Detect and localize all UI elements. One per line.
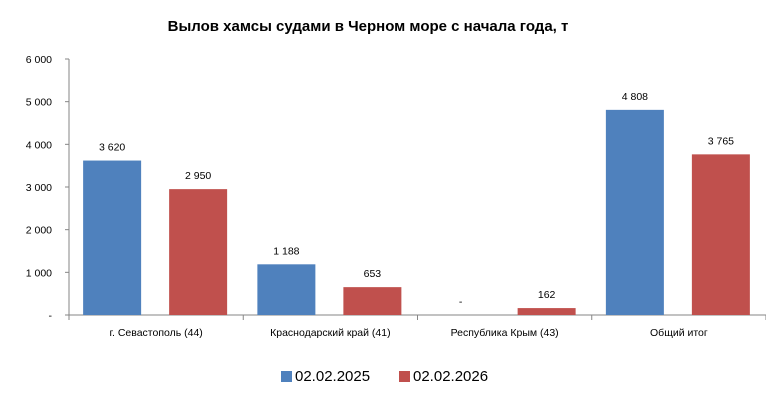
axes: - 1 000 2 000 3 000 4 000 5 000 6 000 г. Севаст… (26, 54, 766, 339)
y-tick-label: 4 000 (26, 139, 52, 151)
data-label: 653 (364, 268, 382, 280)
y-tick-label: 6 000 (26, 54, 52, 66)
data-label: 2 950 (185, 170, 211, 182)
bar (605, 109, 664, 315)
legend-label: 02.02.2026 (413, 368, 488, 385)
bars (83, 109, 750, 315)
bar (169, 189, 228, 315)
data-label: 162 (538, 289, 556, 301)
data-labels: 3 620 2 950 1 188 653 - 162 4 808 3 765 (99, 91, 734, 308)
data-label: 3 620 (99, 142, 125, 154)
legend-swatch (281, 371, 292, 382)
data-label: 4 808 (622, 91, 648, 103)
bar (343, 287, 402, 315)
x-category-label: г. Севастополь (44) (109, 327, 202, 339)
legend: 02.02.2025 02.02.2026 (281, 368, 488, 385)
data-label: 3 765 (708, 135, 734, 147)
y-tick-label: 2 000 (26, 225, 52, 237)
y-tick-label: - (49, 310, 53, 322)
legend-swatch (399, 371, 410, 382)
bar (83, 160, 142, 315)
legend-label: 02.02.2025 (295, 368, 370, 385)
y-tick-label: 3 000 (26, 182, 52, 194)
chart-title: Вылов хамсы судами в Черном море с начал… (168, 18, 569, 35)
bar (691, 154, 750, 315)
bar (257, 264, 316, 315)
bar (517, 308, 576, 315)
data-label: - (459, 296, 463, 308)
y-tick-label: 5 000 (26, 97, 52, 109)
x-category-label: Краснодарский край (41) (270, 327, 390, 339)
y-tick-label: 1 000 (26, 267, 52, 279)
x-category-label: Республика Крым (43) (451, 327, 559, 339)
data-label: 1 188 (273, 245, 299, 257)
x-category-label: Общий итог (650, 327, 708, 339)
